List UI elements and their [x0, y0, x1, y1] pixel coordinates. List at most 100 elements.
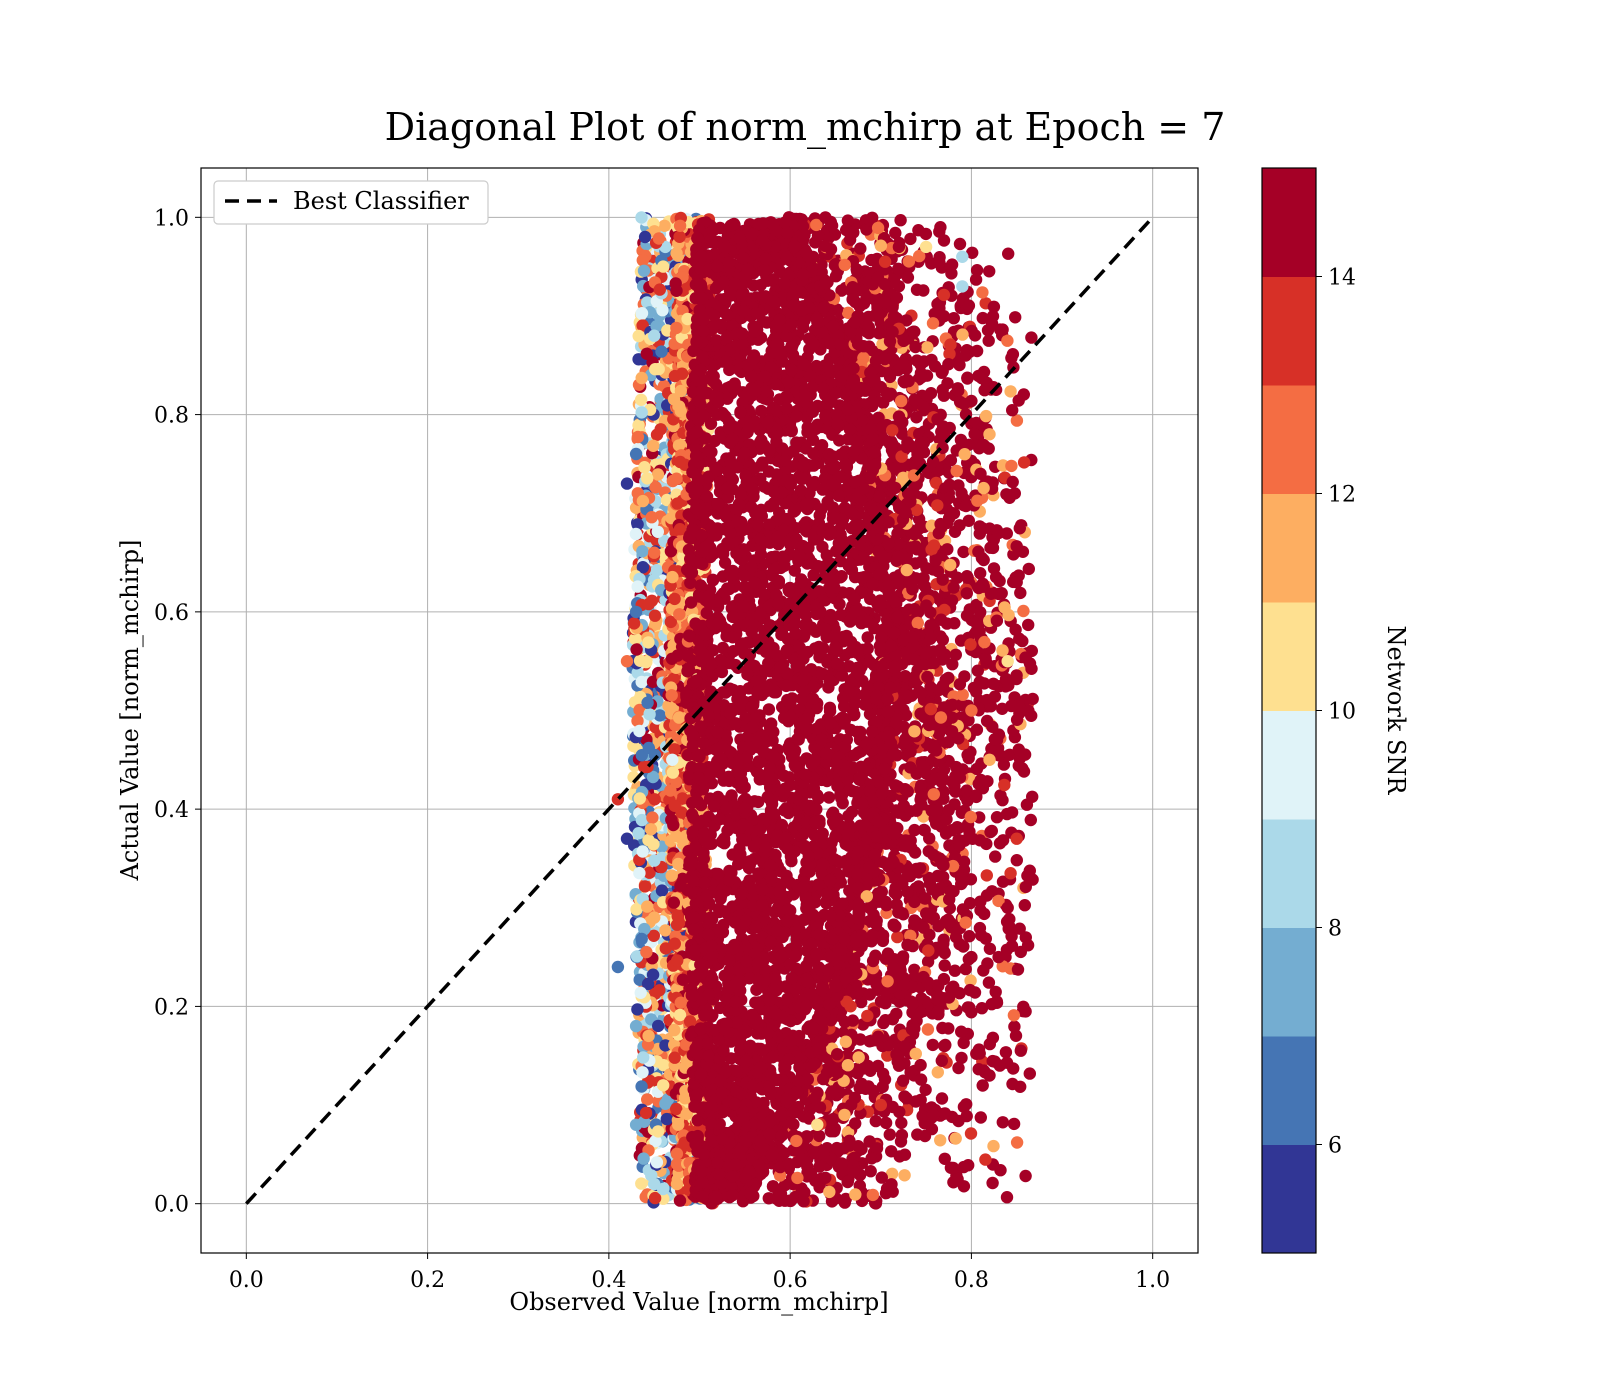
scatter-point — [1025, 709, 1038, 722]
scatter-point — [633, 654, 647, 667]
scatter-point — [864, 1064, 877, 1078]
scatter-point — [986, 1031, 1000, 1045]
scatter-point — [640, 347, 653, 360]
scatter-point — [901, 271, 915, 284]
scatter-point — [924, 387, 938, 400]
scatter-point — [636, 845, 649, 858]
scatter-point — [633, 792, 646, 805]
scatter-point — [987, 1139, 1000, 1153]
scatter-point — [944, 338, 957, 351]
scatter-point — [864, 1165, 877, 1178]
scatter-point — [1020, 798, 1034, 811]
scatter-point — [921, 1023, 935, 1036]
scatter-points — [611, 211, 1039, 1210]
scatter-point — [1004, 385, 1017, 398]
scatter-point — [953, 839, 966, 852]
scatter-point — [672, 857, 685, 871]
scatter-point — [648, 609, 662, 622]
scatter-point — [893, 1105, 906, 1119]
scatter-point — [998, 778, 1011, 792]
scatter-point — [670, 918, 684, 931]
scatter-point — [648, 793, 661, 806]
scatter-point — [927, 1109, 940, 1122]
scatter-point — [972, 1043, 986, 1056]
scatter-point — [955, 1051, 968, 1065]
scatter-point — [641, 696, 654, 709]
scatter-point — [646, 968, 660, 981]
scatter-point — [675, 367, 689, 380]
scatter-point — [914, 1058, 927, 1072]
scatter-point — [931, 869, 944, 883]
scatter-point — [762, 1192, 775, 1205]
scatter-point — [830, 1141, 844, 1155]
scatter-point — [956, 688, 969, 701]
scatter-point — [1007, 1009, 1021, 1022]
scatter-point — [630, 903, 643, 916]
scatter-point — [1017, 1000, 1030, 1013]
scatter-point — [898, 1090, 911, 1103]
scatter-point — [1021, 618, 1035, 632]
scatter-point — [630, 643, 643, 656]
scatter-point — [636, 254, 649, 267]
scatter-point — [986, 541, 1000, 555]
scatter-point — [633, 866, 646, 880]
scatter-point — [928, 360, 942, 373]
scatter-point — [1009, 311, 1022, 324]
scatter-point — [1017, 388, 1030, 401]
scatter-point — [673, 1194, 687, 1207]
scatter-point — [671, 954, 684, 967]
scatter-point — [974, 567, 987, 580]
scatter-point — [988, 733, 1001, 746]
scatter-point — [647, 439, 660, 452]
scatter-point — [918, 658, 932, 671]
scatter-point — [863, 988, 877, 1001]
scatter-point — [1017, 604, 1030, 618]
scatter-point — [647, 838, 660, 851]
scatter-point — [638, 880, 652, 893]
scatter-point — [933, 251, 946, 264]
scatter-point — [634, 393, 648, 406]
scatter-point — [641, 900, 654, 913]
scatter-point — [895, 1116, 908, 1130]
scatter-point — [631, 430, 645, 444]
scatter-point — [981, 324, 995, 337]
scatter-point — [631, 580, 644, 593]
scatter-point — [670, 1147, 684, 1161]
scatter-point — [945, 711, 959, 724]
scatter-point — [962, 751, 975, 765]
scatter-point — [917, 284, 930, 297]
scatter-point — [894, 394, 908, 408]
scatter-point — [668, 1023, 681, 1037]
scatter-point — [665, 652, 679, 665]
scatter-point — [938, 1107, 952, 1120]
scatter-point — [628, 632, 642, 646]
scatter-point — [673, 608, 686, 621]
scatter-point — [634, 986, 647, 999]
scatter-point — [642, 636, 655, 649]
scatter-point — [880, 386, 893, 400]
scatter-point — [632, 329, 645, 343]
scatter-point — [945, 267, 958, 280]
scatter-point — [978, 635, 991, 649]
scatter-point — [635, 932, 648, 946]
scatter-point — [996, 1116, 1009, 1129]
scatter-point — [977, 964, 990, 977]
scatter-point — [670, 1177, 684, 1191]
scatter-point — [635, 307, 649, 320]
scatter-point — [932, 994, 945, 1007]
scatter-point — [987, 677, 1000, 690]
scatter-point — [944, 454, 958, 467]
scatter-point — [635, 813, 649, 827]
scatter-point — [957, 1180, 971, 1193]
scatter-point — [637, 1152, 650, 1165]
scatter-point — [668, 799, 681, 812]
scatter-point — [973, 675, 986, 689]
scatter-point — [937, 288, 951, 302]
scatter-point — [1000, 915, 1014, 928]
scatter-point — [891, 930, 904, 944]
scatter-point — [964, 1127, 978, 1140]
scatter-point — [861, 1009, 874, 1023]
scatter-point — [1006, 348, 1020, 361]
scatter-point — [948, 964, 962, 977]
scatter-point — [813, 1129, 826, 1143]
